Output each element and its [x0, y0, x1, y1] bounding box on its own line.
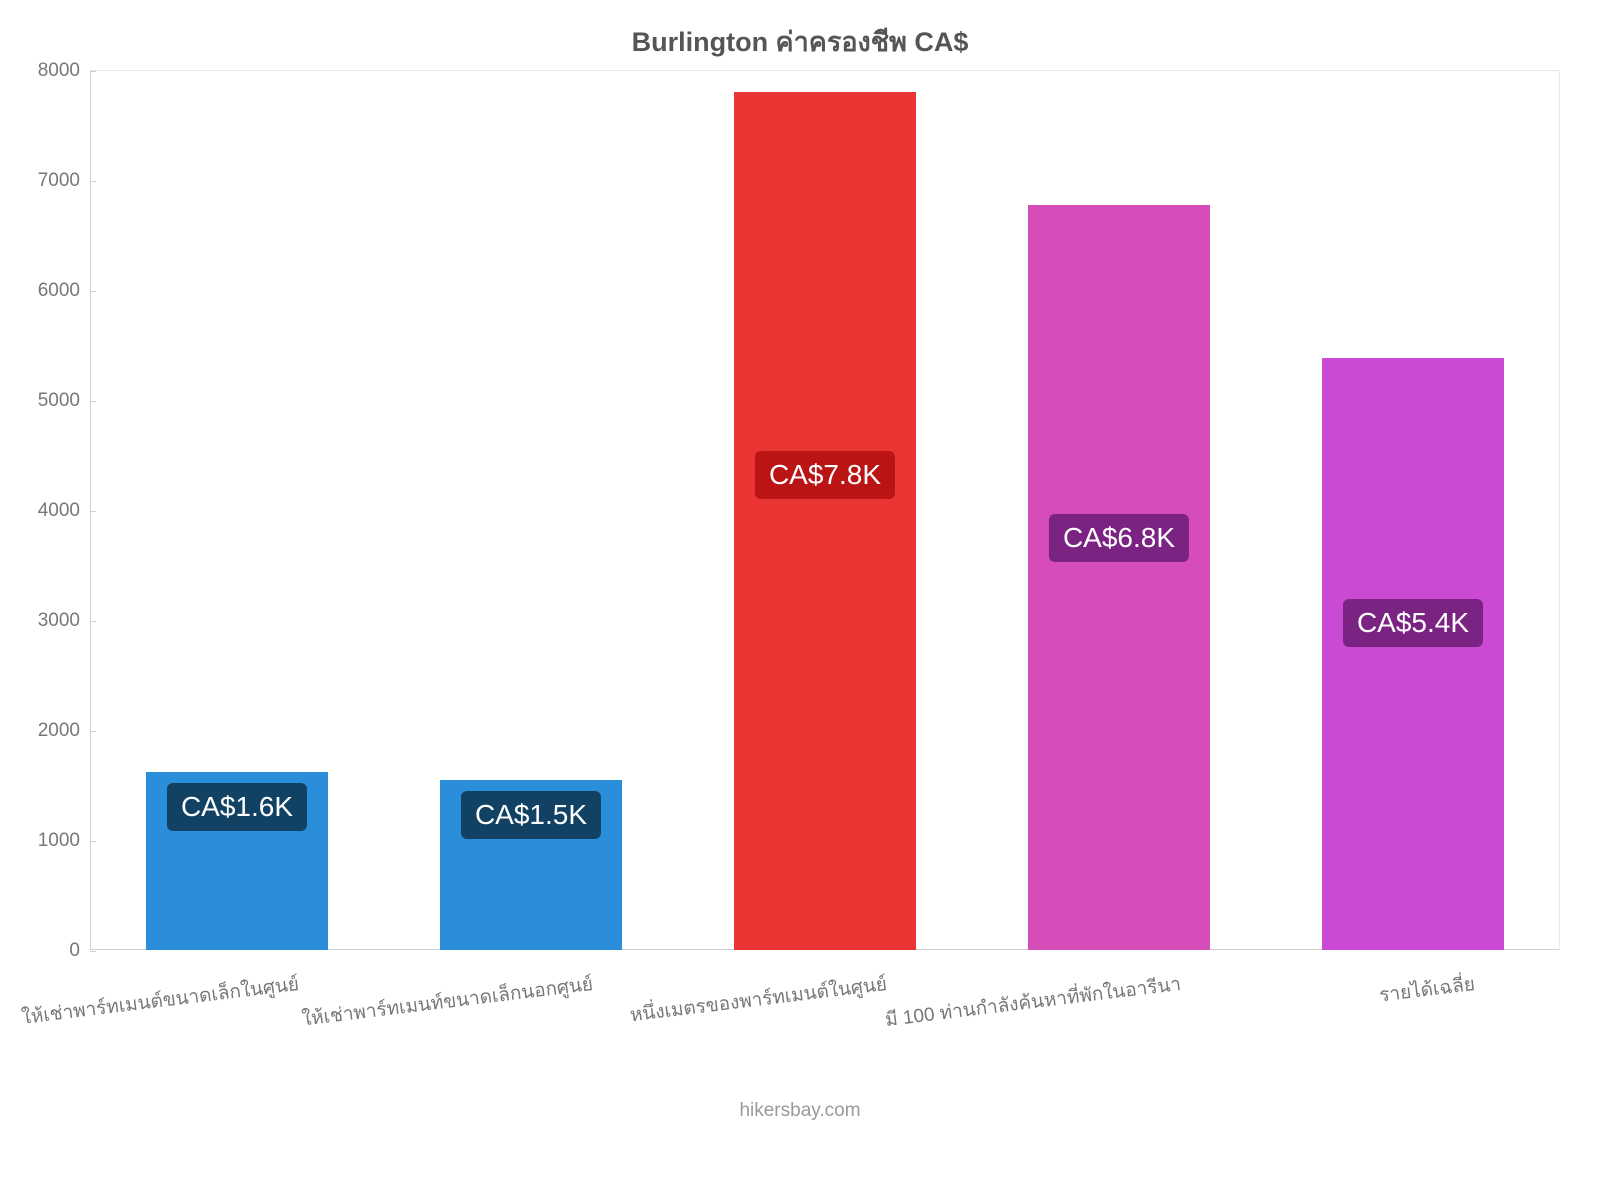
value-badge: CA$7.8K: [755, 451, 895, 499]
y-tick-label: 4000: [38, 500, 90, 522]
y-tick-label: 2000: [38, 720, 90, 742]
y-tick: [90, 951, 96, 952]
y-tick: [90, 401, 96, 402]
bar: [1028, 205, 1210, 950]
attribution-text: hikersbay.com: [0, 1100, 1600, 1122]
value-badge: CA$1.6K: [167, 783, 307, 831]
x-tick-label: รายได้เฉลี่ย: [1378, 969, 1477, 1010]
x-tick-label: มี 100 ท่านกำลังค้นหาที่พักในอารีนา: [884, 969, 1183, 1035]
chart-title: Burlington ค่าครองชีพ CA$: [0, 20, 1600, 63]
x-tick-label: ให้เช่าพาร์ทเมนต์ขนาดเล็กในศูนย์: [20, 969, 301, 1033]
y-tick-label: 7000: [38, 170, 90, 192]
plot-area: 010002000300040005000600070008000CA$1.6K…: [90, 70, 1560, 950]
y-tick: [90, 181, 96, 182]
value-badge: CA$1.5K: [461, 791, 601, 839]
y-tick-label: 8000: [38, 60, 90, 82]
x-tick-label: ให้เช่าพาร์ทเมนท์ขนาดเล็กนอกศูนย์: [300, 969, 595, 1034]
y-tick: [90, 841, 96, 842]
y-tick-label: 5000: [38, 390, 90, 412]
y-tick-label: 0: [69, 940, 90, 962]
bar: [1322, 358, 1504, 950]
value-badge: CA$5.4K: [1343, 599, 1483, 647]
x-tick-label: หนึ่งเมตรของพาร์ทเมนต์ในศูนย์: [628, 969, 888, 1030]
y-tick-label: 6000: [38, 280, 90, 302]
value-badge: CA$6.8K: [1049, 514, 1189, 562]
y-tick: [90, 511, 96, 512]
y-tick: [90, 731, 96, 732]
y-tick-label: 3000: [38, 610, 90, 632]
y-tick: [90, 71, 96, 72]
bar: [734, 92, 916, 950]
cost-of-living-chart: Burlington ค่าครองชีพ CA$ 01000200030004…: [0, 0, 1600, 1200]
y-tick: [90, 621, 96, 622]
y-tick-label: 1000: [38, 830, 90, 852]
y-tick: [90, 291, 96, 292]
